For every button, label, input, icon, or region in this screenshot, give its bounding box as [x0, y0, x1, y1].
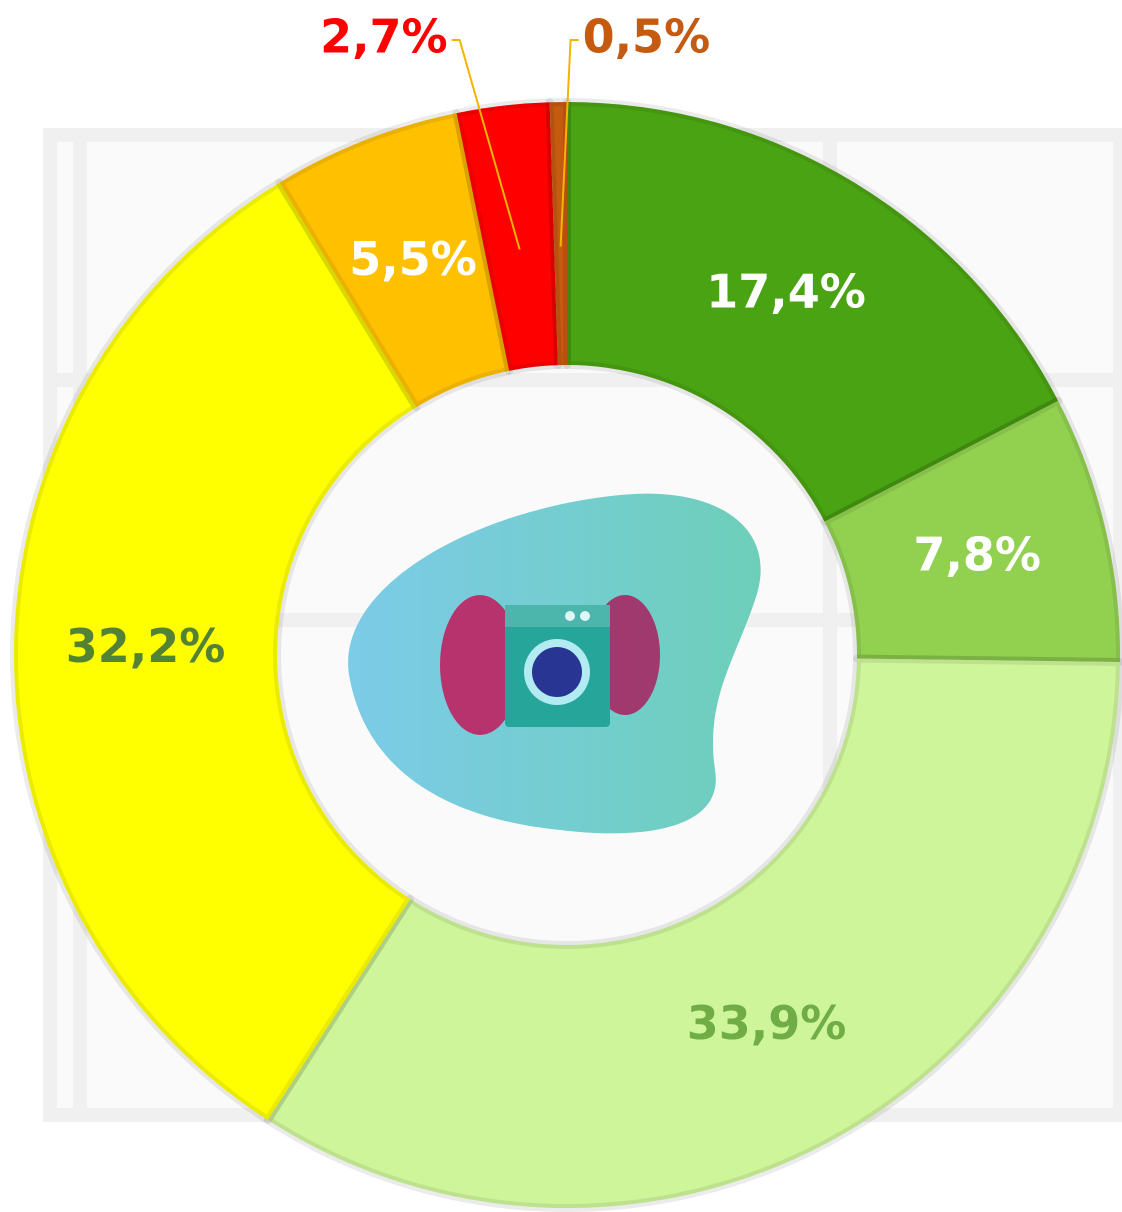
data-label: 33,9%: [687, 996, 847, 1050]
data-label: 2,7%: [320, 10, 448, 64]
leader-line: [559, 39, 579, 247]
data-label: 5,5%: [349, 232, 477, 286]
slices: [10, 98, 1122, 1212]
center-illustration: [348, 493, 761, 834]
leader-line: [451, 39, 521, 250]
data-label: 17,4%: [706, 264, 866, 318]
slice: [563, 98, 1063, 526]
data-label: 0,5%: [583, 10, 711, 64]
data-label: 7,8%: [913, 527, 1041, 581]
slice: [545, 98, 571, 370]
labels: 17,4% 7,8% 33,9% 32,2% 5,5% 2,7% 0,5%: [66, 10, 1041, 1050]
data-label: 32,2%: [66, 619, 226, 673]
slice: [263, 654, 1122, 1212]
slice: [820, 396, 1122, 666]
slice: [10, 178, 421, 1125]
slice: [275, 109, 514, 412]
